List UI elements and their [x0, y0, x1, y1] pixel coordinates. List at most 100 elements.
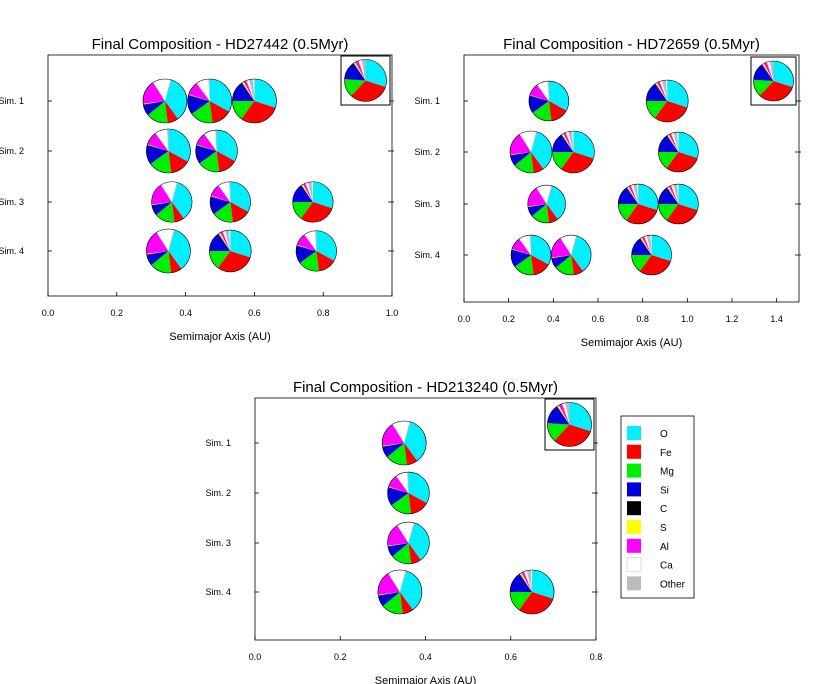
pie-slice-ca	[659, 80, 668, 101]
pie-slice-mg	[514, 255, 534, 275]
pie-slice-si	[195, 145, 217, 164]
x-tick-label: 1.2	[726, 314, 739, 324]
pie-slice-o	[678, 184, 699, 211]
pie-slice-o	[532, 570, 555, 599]
pie-slice-fe	[666, 204, 698, 224]
legend-label-s: S	[660, 523, 667, 534]
pie-slice-ca	[671, 132, 679, 152]
planet-pie-4	[377, 569, 423, 615]
pie-outline	[527, 184, 566, 224]
pie-slice-mg	[514, 152, 534, 173]
pie-slice-ca	[536, 185, 552, 204]
legend-label-c: C	[660, 504, 667, 515]
pie-slice-fe	[404, 443, 418, 465]
pie-slice-mg	[344, 79, 366, 96]
pie-slice-other	[208, 78, 210, 101]
pie-slice-fe	[531, 152, 544, 173]
pie-slice-ca	[396, 472, 409, 493]
pie-slice-fe	[554, 424, 591, 447]
pie-slice-si	[510, 152, 531, 166]
pie-slice-al	[510, 134, 531, 155]
pie-slice-s	[640, 237, 652, 255]
pie-slice-al	[220, 231, 231, 251]
pie-slice-al	[641, 236, 652, 255]
pie-slice-c	[519, 573, 533, 592]
pie-slice-s	[655, 82, 668, 101]
pie-outline	[387, 471, 430, 515]
planet-pie-9	[146, 228, 191, 274]
pie-slice-s	[147, 144, 169, 151]
pie-slice-o	[773, 61, 794, 88]
pie-slice-s	[762, 63, 774, 81]
pie-slice-fe	[666, 152, 698, 172]
pie-outline	[658, 183, 699, 225]
inset-pie	[547, 402, 592, 447]
pie-slice-si	[631, 238, 652, 255]
pie-slice-al	[211, 185, 231, 202]
pie-slice-c	[551, 255, 572, 259]
pie-slice-ca	[246, 79, 255, 101]
pie-slice-o	[651, 235, 672, 262]
pie-slice-other	[547, 81, 549, 101]
pie-outline	[146, 128, 191, 174]
pie-slice-ca	[305, 182, 313, 202]
pie-slice-c	[210, 196, 231, 202]
pie-slice-fe	[519, 592, 553, 615]
pie-slice-fe	[241, 101, 276, 123]
x-tick-label: 0.8	[636, 314, 649, 324]
pie-slice-o	[548, 81, 569, 111]
pie-slice-c	[188, 94, 210, 101]
pie-slice-mg	[151, 251, 172, 274]
pie-slice-s	[527, 204, 547, 207]
pie-slice-other	[769, 60, 774, 81]
pie-slice-o	[571, 235, 592, 272]
x-tick-label: 0.6	[248, 308, 261, 318]
pie-slice-mg	[148, 101, 168, 124]
pie-slice-si	[187, 95, 210, 114]
pie-outline	[151, 181, 193, 223]
y-tick-label: Sim. 2	[205, 488, 231, 498]
pie-slice-al	[297, 234, 317, 251]
pie-slice-ca	[537, 81, 549, 101]
pie-slice-fe	[639, 255, 671, 275]
pie-slice-ca	[766, 61, 774, 81]
planet-pie-1	[528, 80, 570, 122]
pie-slice-si	[511, 250, 531, 267]
pie-slice-fe	[561, 152, 594, 174]
y-tick-label: Sim. 1	[205, 438, 231, 448]
pie-slice-si	[551, 255, 572, 268]
y-tick-label: Sim. 3	[0, 197, 24, 207]
pie-slice-mg	[618, 204, 639, 221]
pie-slice-c	[654, 83, 668, 101]
x-axis-label: Semimajor Axis (AU)	[581, 337, 682, 349]
pie-slice-fe	[351, 80, 386, 102]
pie-outline	[292, 181, 334, 223]
pie-slice-al	[512, 238, 531, 255]
planet-pie-9	[510, 234, 552, 276]
pie-slice-s	[242, 81, 255, 101]
pie-slice-c	[151, 202, 172, 206]
pie-slice-o	[168, 129, 191, 162]
pie-slice-o	[365, 59, 387, 87]
pie-outline	[631, 234, 672, 276]
pie-slice-si	[510, 574, 533, 592]
pie-slice-mg	[299, 251, 319, 272]
planet-pie-6	[527, 184, 566, 224]
pie-slice-mg	[156, 202, 175, 223]
pie-slice-s	[143, 101, 165, 105]
pie-outline	[552, 130, 595, 174]
pie-slice-si	[378, 592, 400, 607]
legend-swatch-al	[627, 538, 641, 553]
pie-slice-other	[662, 80, 668, 101]
pie-slice-other	[399, 570, 407, 592]
plot-frame	[47, 54, 393, 297]
pie-slice-al	[382, 424, 405, 446]
pie-slice-other	[673, 184, 679, 204]
pie-slice-mg	[209, 251, 231, 268]
planet-pie-7	[617, 183, 659, 225]
pie-outline	[195, 129, 238, 173]
legend-label-al: Al	[660, 542, 669, 553]
pie-slice-c	[382, 443, 405, 448]
planet-pie-8	[658, 183, 699, 225]
pie-slice-al	[243, 80, 255, 101]
